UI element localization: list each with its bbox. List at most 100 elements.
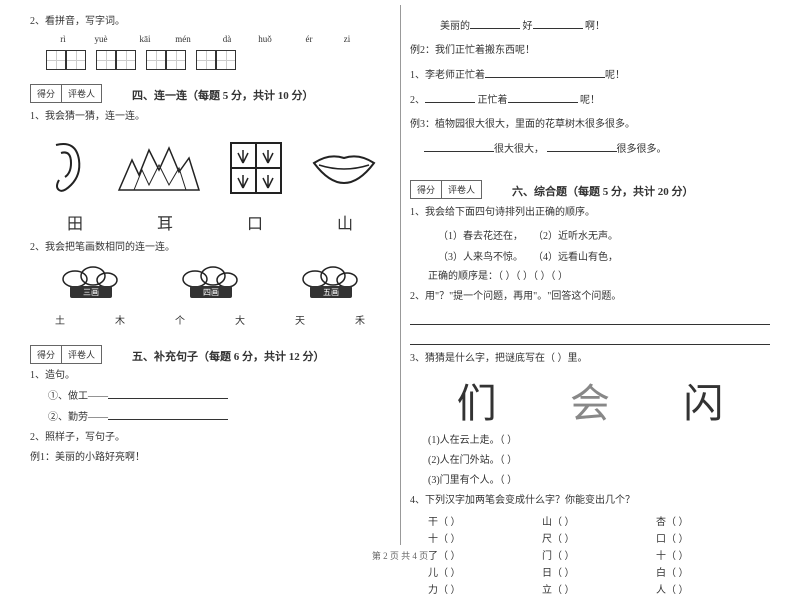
score-box: 得分 评卷人 — [30, 345, 102, 364]
window-icon — [226, 138, 286, 198]
sc-5: 禾 — [355, 312, 365, 327]
row1: 干（ ）山（ ）杏（ ） — [428, 513, 770, 528]
right-column: 美丽的 好 啊！ 例2：我们正忙着搬东西呢！ 1、李老师正忙着呢！ 2、 正忙着… — [400, 5, 780, 548]
blank — [547, 141, 617, 152]
cloud-3-icon: 三画 — [55, 264, 125, 304]
q5-1b-text: ②、勤劳—— — [48, 412, 108, 423]
grader-label: 评卷人 — [442, 181, 481, 198]
char-er: 耳 — [145, 210, 185, 234]
blank-line — [108, 388, 228, 399]
blank — [533, 18, 583, 29]
score-label: 得分 — [31, 346, 62, 363]
t1a: 美丽的 — [440, 21, 470, 32]
big-char-1: 会 — [570, 371, 610, 429]
blank — [470, 18, 520, 29]
t1b: 好 — [523, 21, 533, 32]
section4-header: 得分 评卷人 四、连一连（每题 5 分，共计 10 分） — [30, 70, 390, 103]
cloud-5-icon: 五画 — [295, 264, 365, 304]
r2a: 2、 — [410, 95, 425, 106]
score-box: 得分 评卷人 — [30, 84, 102, 103]
section6-title: 六、综合题（每题 5 分，共计 20 分） — [512, 183, 694, 199]
ex2: 例2：我们正忙着搬东西呢！ — [410, 43, 770, 59]
left-column: 2、看拼音，写字词。 rì yuè kāi mén dà huǒ ér zi 得… — [20, 5, 400, 548]
char-row-4: 田 耳 口 山 — [30, 210, 390, 234]
q6-2: 2、用"？"提一个问题，再用"。"回答这个问题。 — [410, 289, 770, 305]
grader-label: 评卷人 — [62, 346, 101, 363]
q6-1-cd: （3）人来鸟不惊。 （4）远看山有色， — [410, 248, 770, 263]
pinyin-4: dà — [210, 34, 244, 44]
cloud-row: 三画 四画 五画 — [30, 264, 390, 304]
tianzi-grid-row — [46, 50, 390, 70]
pinyin-0: rì — [46, 34, 80, 44]
tianzi-box — [216, 50, 236, 70]
sc-3: 大 — [235, 312, 245, 327]
mountain-icon — [114, 140, 204, 195]
score-box: 得分 评卷人 — [410, 180, 482, 199]
score-label: 得分 — [411, 181, 442, 198]
blank-line — [108, 409, 228, 420]
r3: 很大很大， 很多很多。 — [424, 141, 770, 158]
sc-2: 个 — [175, 312, 185, 327]
row4: 儿（ ）日（ ）白（ ） — [428, 564, 770, 579]
r1: 1、李老师正忙着呢！ — [410, 67, 770, 84]
q6-1-ans: 正确的顺序是：（ ）（ ）（ ）（ ） — [410, 269, 770, 285]
q5-2: 2、照样子，写句子。 — [30, 430, 390, 446]
section5-title: 五、补充句子（每题 6 分，共计 12 分） — [132, 348, 325, 364]
q6-1-ab: （1）春去花还在， （2）近听水无声。 — [410, 227, 770, 242]
pinyin-1: yuè — [84, 34, 118, 44]
svg-text:五画: 五画 — [323, 288, 339, 297]
blank — [425, 92, 475, 103]
answer-line — [410, 311, 770, 325]
grader-label: 评卷人 — [62, 85, 101, 102]
q4-2: 2、我会把笔画数相同的连一连。 — [30, 240, 390, 256]
answer-line — [410, 331, 770, 345]
tianzi-box — [46, 50, 66, 70]
char-kou: 口 — [235, 210, 275, 234]
svg-text:三画: 三画 — [83, 288, 99, 297]
q5-1: 1、造句。 — [30, 368, 390, 384]
q5-1a: ①、做工—— — [30, 388, 390, 405]
pinyin-row: rì yuè kāi mén dà huǒ ér zi — [46, 34, 390, 44]
big-char-0: 们 — [457, 371, 497, 429]
match-images-row — [30, 135, 390, 200]
char-shan: 山 — [325, 210, 365, 234]
pinyin-6: ér — [292, 34, 326, 44]
q5-ex1: 例1：美丽的小路好亮啊！ — [30, 450, 390, 466]
q6-4: 4、下列汉字加两笔会变成什么字？你能变出几个？ — [410, 493, 770, 509]
big-chars-row: 们 会 闪 — [420, 371, 760, 429]
ear-icon — [41, 135, 91, 200]
pinyin-3: mén — [166, 34, 200, 44]
ex3: 例3：植物园很大很大，里面的花草树木很多很多。 — [410, 117, 770, 133]
q6-1c: （3）人来鸟不惊。 — [438, 252, 523, 263]
mouth-icon — [309, 148, 379, 188]
sc-0: 土 — [55, 312, 65, 327]
section5-header: 得分 评卷人 五、补充句子（每题 6 分，共计 12 分） — [30, 331, 390, 364]
section6-header: 得分 评卷人 六、综合题（每题 5 分，共计 20 分） — [410, 166, 770, 199]
q6-3-3: (3)门里有个人。（ ） — [410, 473, 770, 489]
blank — [508, 92, 578, 103]
tianzi-box — [66, 50, 86, 70]
svg-text:四画: 四画 — [203, 288, 219, 297]
row2: 十（ ）尺（ ）口（ ） — [428, 530, 770, 545]
sc-1: 木 — [115, 312, 125, 327]
pinyin-5: huǒ — [248, 34, 282, 44]
cloud-4-icon: 四画 — [175, 264, 245, 304]
q6-1b: （2）近听水无声。 — [533, 231, 618, 242]
section4-title: 四、连一连（每题 5 分，共计 10 分） — [132, 87, 314, 103]
tianzi-box — [96, 50, 116, 70]
q5-1a-text: ①、做工—— — [48, 391, 108, 402]
char-tian: 田 — [55, 210, 95, 234]
blank — [485, 67, 605, 78]
q6-1a: （1）春去花还在， — [438, 231, 523, 242]
tianzi-box — [196, 50, 216, 70]
tianzi-box — [116, 50, 136, 70]
q6-1d: （4）远看山有色， — [533, 252, 618, 263]
q6-3-2: (2)人在门外站。（ ） — [410, 453, 770, 469]
r2: 2、 正忙着 呢！ — [410, 92, 770, 109]
q6-3: 3、猜猜是什么字，把谜底写在（ ）里。 — [410, 351, 770, 367]
big-char-2: 闪 — [683, 371, 723, 429]
r2c: 呢！ — [580, 95, 600, 106]
r1e: 呢！ — [605, 70, 625, 81]
t1c: 啊！ — [585, 21, 605, 32]
tianzi-box — [166, 50, 186, 70]
